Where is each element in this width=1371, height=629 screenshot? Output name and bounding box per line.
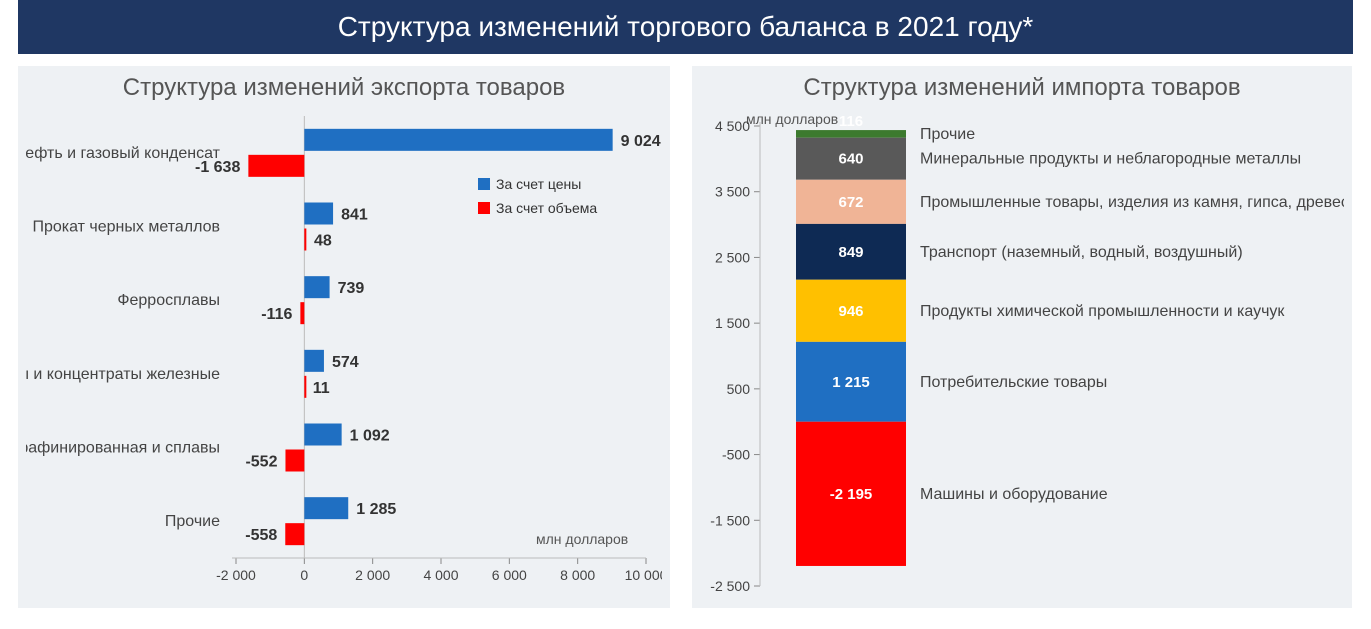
import-chart-svg: млн долларов-2 500-1 500-5005001 5002 50… [700,108,1344,598]
svg-text:-2 000: -2 000 [216,567,256,583]
export-value-price: 1 092 [350,428,390,445]
export-bar-volume [304,376,306,398]
export-value-volume: -558 [245,527,277,544]
import-segment-label: Продукты химической промышленности и кау… [920,303,1285,320]
svg-text:1 500: 1 500 [715,315,750,331]
svg-text:0: 0 [300,567,308,583]
export-chart-svg: -2 000 0 2 000 4 000 6 000 8 000 10 000 млн дол… [26,108,662,598]
import-segment-value: 640 [838,151,863,168]
export-legend: За счет цены За счет объема [478,176,597,216]
export-bar-volume [285,523,304,545]
export-category-label: Прокат черных металлов [32,219,220,236]
import-segment-value: 116 [839,113,863,130]
export-chart-title: Структура изменений экспорта товаров [26,74,662,102]
export-bar-price [304,129,612,151]
export-value-volume: -116 [261,306,292,323]
svg-text:-2 500: -2 500 [710,578,750,594]
export-value-volume: -552 [245,454,277,471]
svg-text:6 000: 6 000 [492,567,527,583]
export-category-label: Медь рафинированная и сплавы [26,440,220,457]
svg-text:500: 500 [727,381,751,397]
import-segment [796,130,906,138]
import-segment-label: Потребительские товары [920,374,1107,391]
import-segment-value: 946 [838,303,863,320]
export-bar-price [304,276,329,298]
export-value-price: 574 [332,354,359,371]
legend-volume: За счет объема [496,200,597,216]
panels-row: Структура изменений экспорта товаров -2 … [18,66,1353,608]
export-category-label: Руды и концентраты железные [26,366,220,383]
export-value-volume: -1 638 [195,159,240,176]
import-segment-label: Транспорт (наземный, водный, воздушный) [920,244,1243,261]
page-title: Структура изменений торгового баланса в … [338,11,1034,43]
import-chart-title: Структура изменений импорта товаров [700,74,1344,102]
export-bar-price [304,203,333,225]
export-value-volume: 48 [314,233,332,250]
export-bar-price [304,424,341,446]
export-bar-volume [285,450,304,472]
import-chart-area: млн долларов-2 500-1 500-5005001 5002 50… [700,108,1344,598]
export-category-label: Прочие [165,513,220,530]
import-segment-value: 672 [838,194,863,211]
svg-text:3 500: 3 500 [715,184,750,200]
legend-price: За счет цены [496,176,581,192]
svg-text:4 500: 4 500 [715,118,750,134]
export-category-label: Ферросплавы [117,292,220,309]
export-chart-area: -2 000 0 2 000 4 000 6 000 8 000 10 000 млн дол… [26,108,662,598]
export-value-price: 9 024 [621,133,661,150]
page-title-bar: Структура изменений торгового баланса в … [18,0,1353,54]
export-bar-volume [248,155,304,177]
export-bar-volume [304,229,306,251]
svg-text:10 000: 10 000 [625,567,662,583]
export-value-price: 1 285 [356,501,396,518]
import-segment-label: Машины и оборудование [920,486,1108,503]
svg-text:8 000: 8 000 [560,567,595,583]
import-segment-value: 849 [838,244,863,261]
svg-text:2 500: 2 500 [715,249,750,265]
export-bar-volume [300,302,304,324]
export-value-price: 739 [338,280,365,297]
svg-text:2 000: 2 000 [355,567,390,583]
export-panel: Структура изменений экспорта товаров -2 … [18,66,670,608]
svg-text:-1 500: -1 500 [710,512,750,528]
import-segment-label: Минеральные продукты и неблагородные мет… [920,151,1301,168]
svg-text:-500: -500 [722,447,750,463]
page: Структура изменений торгового баланса в … [0,0,1371,608]
import-panel: Структура изменений импорта товаров млн … [692,66,1352,608]
export-bar-price [304,497,348,519]
svg-text:млн долларов: млн долларов [536,531,628,547]
import-segment-label: Промышленные товары, изделия из камня, г… [920,194,1344,211]
export-value-price: 841 [341,207,368,224]
export-category-label: Нефть и газовый конденсат [26,145,221,162]
import-segment-value: 1 215 [832,374,870,391]
svg-text:4 000: 4 000 [423,567,458,583]
export-value-volume: 11 [313,380,330,397]
import-segment-label: Прочие [920,126,975,143]
import-segment-value: -2 195 [830,486,873,503]
export-bar-price [304,350,324,372]
